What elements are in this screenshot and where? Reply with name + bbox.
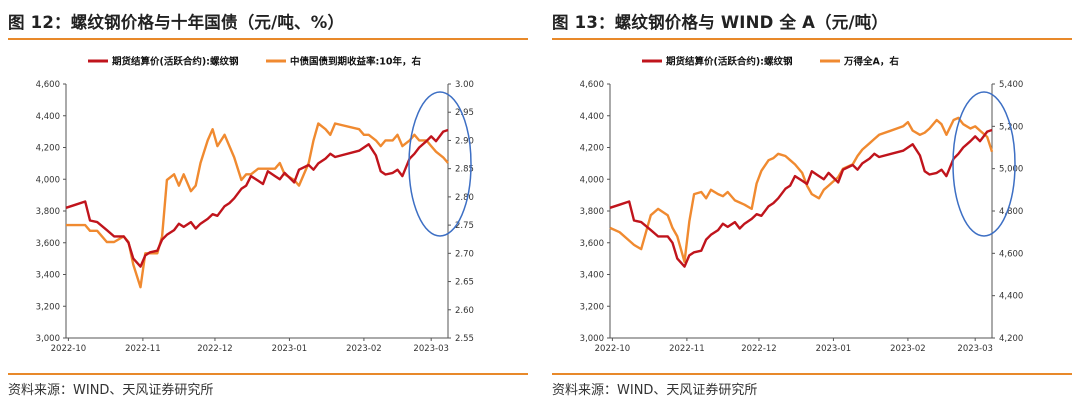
highlight-ellipse	[952, 91, 1016, 237]
x-tick-label: 2023-02	[890, 344, 926, 354]
legend-label: 期货结算价(活跃合约):螺纹钢	[666, 56, 793, 68]
y-left-tick-label: 4,000	[36, 175, 60, 185]
x-tick-label: 2022-12	[741, 344, 777, 354]
highlight-ellipse	[408, 91, 472, 237]
y-left-tick-label: 3,600	[36, 239, 60, 249]
y-left-tick-label: 4,600	[580, 80, 604, 90]
y-right-tick-label: 3.00	[455, 80, 474, 90]
series-line-secondary	[66, 122, 449, 289]
y-right-tick-label: 2.55	[455, 334, 474, 344]
chart-panel-1: 图 12：螺纹钢价格与十年国债（元/吨、%） 3,000 3,200 3,400 3,…	[8, 0, 528, 410]
y-right-tick-label: 4,800	[999, 207, 1023, 217]
x-tick-label: 2022-12	[197, 344, 233, 354]
y-left-tick-label: 4,400	[36, 112, 60, 122]
y-left-tick-label: 3,000	[36, 334, 60, 344]
y-left-tick-label: 3,800	[580, 207, 604, 217]
legend-label: 中债国债到期收益率:10年，右	[290, 56, 422, 68]
x-tick-label: 2023-02	[346, 344, 382, 354]
y-right-tick-label: 2.70	[455, 249, 474, 259]
y-left-tick-label: 3,000	[580, 334, 604, 344]
y-left-tick-label: 4,200	[580, 144, 604, 154]
y-right-tick-label: 4,400	[999, 292, 1023, 302]
legend-label: 期货结算价(活跃合约):螺纹钢	[112, 56, 239, 68]
x-tick-label: 2022-11	[125, 344, 161, 354]
x-tick-label: 2023-01	[816, 344, 852, 354]
y-right-tick-label: 5,000	[999, 165, 1023, 175]
source-divider	[552, 373, 1072, 375]
x-tick-label: 2023-03	[413, 344, 449, 354]
y-left-tick-label: 3,800	[36, 207, 60, 217]
y-left-tick-label: 3,400	[580, 271, 604, 281]
x-tick-label: 2022-11	[669, 344, 705, 354]
x-tick-label: 2023-03	[957, 344, 993, 354]
y-left-tick-label: 3,400	[36, 271, 60, 281]
series-line-rebar	[65, 128, 449, 268]
series-line-rebar	[609, 128, 993, 268]
y-right-tick-label: 4,200	[999, 334, 1023, 344]
title-divider	[552, 38, 1072, 40]
y-right-tick-label: 2.95	[455, 108, 474, 118]
series-line-secondary	[609, 116, 994, 264]
figure-title: 图 13：螺纹钢价格与 WIND 全 A（元/吨）	[552, 13, 889, 32]
x-tick-label: 2022-10	[595, 344, 631, 354]
source-note: 资料来源：WIND、天风证券研究所	[552, 383, 758, 398]
y-right-tick-label: 2.75	[455, 221, 474, 231]
chart-panel-2: 图 13：螺纹钢价格与 WIND 全 A（元/吨） 3,000 3,200 3,40…	[552, 0, 1072, 410]
source-note: 资料来源：WIND、天风证券研究所	[8, 383, 214, 398]
y-right-tick-label: 2.60	[455, 306, 474, 316]
y-right-tick-label: 2.65	[455, 278, 474, 288]
x-tick-label: 2023-01	[272, 344, 308, 354]
figure-title: 图 12：螺纹钢价格与十年国债（元/吨、%）	[8, 13, 345, 32]
title-divider	[8, 38, 528, 40]
y-right-tick-label: 5,400	[999, 80, 1023, 90]
x-tick-label: 2022-10	[51, 344, 87, 354]
y-left-tick-label: 4,600	[36, 80, 60, 90]
y-left-tick-label: 4,200	[36, 144, 60, 154]
legend-label: 万得全A，右	[843, 56, 899, 68]
y-left-tick-label: 3,600	[580, 239, 604, 249]
y-left-tick-label: 3,200	[36, 302, 60, 312]
source-divider	[8, 373, 528, 375]
y-left-tick-label: 4,400	[580, 112, 604, 122]
y-right-tick-label: 4,600	[999, 249, 1023, 259]
line-chart-rebar-vs-bond-yield: 3,000 3,200 3,400 3,600 3,800 4,000 4,200 4,400…	[36, 56, 474, 355]
y-left-tick-label: 4,000	[580, 175, 604, 185]
y-right-tick-label: 2.80	[455, 193, 474, 203]
line-chart-rebar-vs-wind-a: 3,000 3,200 3,400 3,600 3,800 4,000 4,200 4,400…	[580, 56, 1024, 355]
y-right-tick-label: 2.85	[455, 165, 474, 175]
y-right-tick-label: 2.90	[455, 136, 474, 146]
y-left-tick-label: 3,200	[580, 302, 604, 312]
